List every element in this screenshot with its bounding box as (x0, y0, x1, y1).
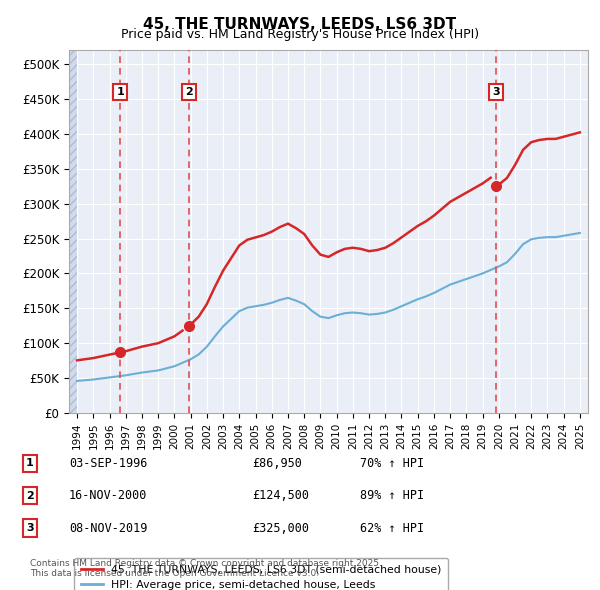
Text: 3: 3 (26, 523, 34, 533)
Text: 1: 1 (116, 87, 124, 97)
Text: 62% ↑ HPI: 62% ↑ HPI (360, 522, 424, 535)
Text: 1: 1 (26, 458, 34, 468)
Text: £325,000: £325,000 (252, 522, 309, 535)
Text: 45, THE TURNWAYS, LEEDS, LS6 3DT: 45, THE TURNWAYS, LEEDS, LS6 3DT (143, 17, 457, 31)
Text: 08-NOV-2019: 08-NOV-2019 (69, 522, 148, 535)
Text: £124,500: £124,500 (252, 489, 309, 502)
Text: 2: 2 (185, 87, 193, 97)
Text: 89% ↑ HPI: 89% ↑ HPI (360, 489, 424, 502)
Text: 3: 3 (493, 87, 500, 97)
Text: 03-SEP-1996: 03-SEP-1996 (69, 457, 148, 470)
Legend: 45, THE TURNWAYS, LEEDS, LS6 3DT (semi-detached house), HPI: Average price, semi: 45, THE TURNWAYS, LEEDS, LS6 3DT (semi-d… (74, 558, 448, 590)
Text: Contains HM Land Registry data © Crown copyright and database right 2025.: Contains HM Land Registry data © Crown c… (30, 559, 382, 568)
Text: 70% ↑ HPI: 70% ↑ HPI (360, 457, 424, 470)
Text: Price paid vs. HM Land Registry's House Price Index (HPI): Price paid vs. HM Land Registry's House … (121, 28, 479, 41)
Text: £86,950: £86,950 (252, 457, 302, 470)
Text: 16-NOV-2000: 16-NOV-2000 (69, 489, 148, 502)
Text: This data is licensed under the Open Government Licence v3.0.: This data is licensed under the Open Gov… (30, 569, 319, 578)
Text: 2: 2 (26, 491, 34, 500)
